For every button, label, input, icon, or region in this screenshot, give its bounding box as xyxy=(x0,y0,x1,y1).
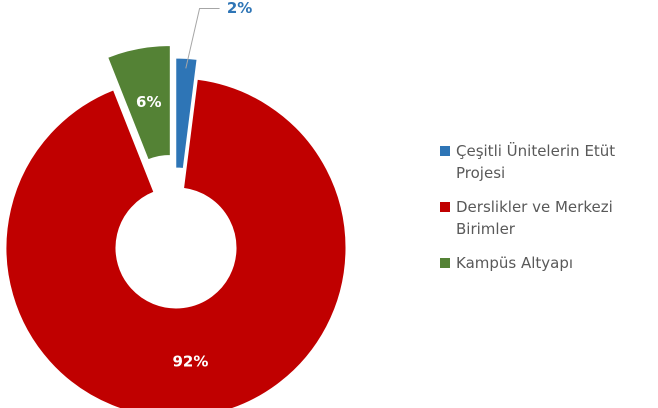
legend-label: Kampüs Altyapı xyxy=(456,254,574,272)
legend-swatch xyxy=(440,202,450,212)
data-label: 6% xyxy=(136,93,161,111)
legend-swatch xyxy=(440,146,450,156)
legend-item: Çeşitli Ünitelerin Etüt Projesi xyxy=(440,140,655,184)
slice xyxy=(175,57,198,170)
data-label: 2% xyxy=(227,0,252,17)
slice xyxy=(5,78,347,408)
data-label: 92% xyxy=(172,353,208,371)
leader-line xyxy=(185,7,220,69)
legend-item: Derslikler ve Merkezi Birimler xyxy=(440,196,655,240)
legend-label: Derslikler ve Merkezi Birimler xyxy=(456,198,613,238)
legend-swatch xyxy=(440,258,450,268)
legend-item: Kampüs Altyapı xyxy=(440,252,655,274)
legend: Çeşitli Ünitelerin Etüt Projesi Derslikle… xyxy=(440,140,655,286)
slice xyxy=(107,44,171,161)
legend-label: Çeşitli Ünitelerin Etüt Projesi xyxy=(456,142,616,182)
